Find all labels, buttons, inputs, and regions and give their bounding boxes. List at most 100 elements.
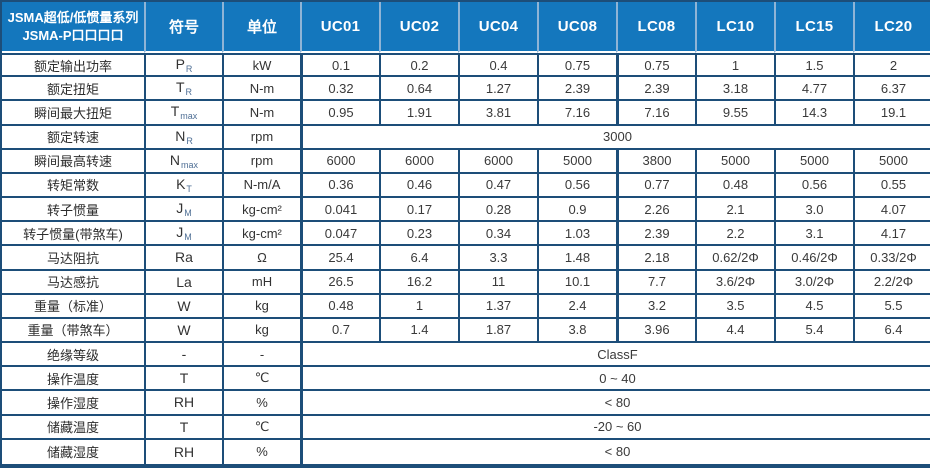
value-cell: 0.48: [695, 173, 774, 199]
row-label: 额定输出功率: [2, 53, 144, 78]
value-cell: 2.2: [695, 222, 774, 247]
value-cell: 2.26: [616, 198, 695, 223]
symbol-base: La: [176, 273, 192, 290]
value-cell: 4.77: [774, 77, 853, 102]
table-row: 额定输出功率 PR kW 0.1 0.2 0.4 0.75 0.75 1 1.5 2: [2, 53, 930, 78]
symbol-base: N: [169, 151, 181, 168]
symbol-base: -: [181, 346, 187, 363]
symbol-subscript: M: [184, 232, 192, 243]
value-cell: 3.0/2Φ: [774, 270, 853, 295]
row-symbol: -: [144, 343, 222, 368]
value-cell: 2.1: [695, 198, 774, 223]
table-row: 瞬间最高转速 Nmax rpm 6000 6000 6000 5000 3800 5000 500…: [2, 149, 930, 174]
value-cell: 10.1: [537, 270, 616, 295]
table-row: 额定扭矩 TR N-m 0.32 0.64 1.27 2.39 2.39 3.18 4.77 6.3…: [2, 77, 930, 102]
row-unit: kg-cm²: [222, 222, 300, 247]
value-cell: 2.39: [537, 77, 616, 102]
value-cell: 0.36: [300, 173, 379, 199]
row-unit: N-m/A: [222, 173, 300, 199]
row-symbol: JM: [144, 198, 222, 223]
table-row: 额定转速 NR rpm 3000: [2, 125, 930, 150]
value-cell: 0.4: [458, 53, 537, 78]
value-cell: 7.16: [616, 101, 695, 126]
value-cell: 1.87: [458, 318, 537, 344]
symbol-subscript: T: [186, 183, 192, 194]
table-row: 储藏湿度 RH% < 80: [2, 439, 930, 464]
row-label: 操作温度: [2, 367, 144, 392]
row-unit: Ω: [222, 246, 300, 271]
value-cell: 3.1: [774, 222, 853, 247]
row-unit: %: [222, 391, 300, 416]
series-title-line1: JSMA超低/低惯量系列: [7, 9, 139, 25]
value-cell: 2.2/2Φ: [853, 270, 930, 295]
symbol-base: P: [175, 56, 185, 73]
value-cell: 3.5: [695, 294, 774, 319]
value-cell: 7.16: [537, 101, 616, 126]
value-cell: 0.75: [616, 53, 695, 78]
value-cell: 3.18: [695, 77, 774, 102]
row-unit: kW: [222, 53, 300, 78]
header-row: JSMA超低/低惯量系列 JSMA-P口口口口 符号 单位 UC01 UC02 UC…: [2, 2, 930, 53]
merged-value-cell: -20 ~ 60: [300, 415, 930, 440]
value-cell: 1: [695, 53, 774, 78]
model-column-header-lc20: LC20: [853, 2, 930, 53]
value-cell: 3.96: [616, 318, 695, 344]
model-column-header-lc15: LC15: [774, 2, 853, 53]
row-label: 额定扭矩: [2, 77, 144, 102]
value-cell: 1.03: [537, 222, 616, 247]
row-label: 马达阻抗: [2, 246, 144, 271]
table-row: 转矩常数 KT N-m/A 0.36 0.46 0.47 0.56 0.77 0.48 0.56 0…: [2, 173, 930, 199]
value-cell: 0.28: [458, 198, 537, 223]
symbol-base: N: [175, 127, 186, 144]
row-symbol: Ra: [144, 246, 222, 271]
value-cell: 0.2: [379, 53, 458, 78]
value-cell: 0.7: [300, 318, 379, 344]
value-cell: 0.23: [379, 222, 458, 247]
value-cell: 7.7: [616, 270, 695, 295]
value-cell: 0.33/2Φ: [853, 246, 930, 271]
value-cell: 0.64: [379, 77, 458, 102]
value-cell: 6.37: [853, 77, 930, 102]
row-unit: mH: [222, 270, 300, 295]
symbol-subscript: R: [185, 64, 193, 75]
value-cell: 9.55: [695, 101, 774, 126]
model-column-header-uc02: UC02: [379, 2, 458, 53]
row-unit: N-m: [222, 101, 300, 126]
value-cell: 26.5: [300, 270, 379, 295]
symbol-subscript: max: [180, 111, 198, 122]
row-symbol: T: [144, 415, 222, 440]
row-symbol: NR: [144, 125, 222, 150]
row-unit: %: [222, 439, 300, 464]
value-cell: 3800: [616, 149, 695, 174]
model-column-header-uc01: UC01: [300, 2, 379, 53]
unit-column-header: 单位: [222, 2, 300, 53]
row-label: 额定转速: [2, 125, 144, 150]
row-symbol: Nmax: [144, 149, 222, 174]
value-cell: 0.46: [379, 173, 458, 199]
value-cell: 19.1: [853, 101, 930, 126]
symbol-subscript: R: [186, 135, 193, 146]
value-cell: 16.2: [379, 270, 458, 295]
merged-value-cell: < 80: [300, 391, 930, 416]
merged-value-cell: ClassF: [300, 343, 930, 368]
symbol-base: T: [179, 418, 189, 435]
value-cell: 3.2: [616, 294, 695, 319]
value-cell: 0.47: [458, 173, 537, 199]
row-unit: kg-cm²: [222, 198, 300, 223]
table-row: 转子惯量 JM kg-cm² 0.041 0.17 0.28 0.9 2.26 2.1 3.0 4.…: [2, 198, 930, 223]
merged-value-cell: < 80: [300, 439, 930, 464]
value-cell: 5000: [537, 149, 616, 174]
value-cell: 6000: [458, 149, 537, 174]
value-cell: 0.1: [300, 53, 379, 78]
row-unit: -: [222, 343, 300, 368]
row-symbol: RH: [144, 391, 222, 416]
model-column-header-uc08: UC08: [537, 2, 616, 53]
row-symbol: W: [144, 318, 222, 344]
value-cell: 5.5: [853, 294, 930, 319]
value-cell: 1.48: [537, 246, 616, 271]
series-title: JSMA超低/低惯量系列 JSMA-P口口口口: [2, 2, 144, 53]
model-column-header-lc08: LC08: [616, 2, 695, 53]
value-cell: 1.37: [458, 294, 537, 319]
